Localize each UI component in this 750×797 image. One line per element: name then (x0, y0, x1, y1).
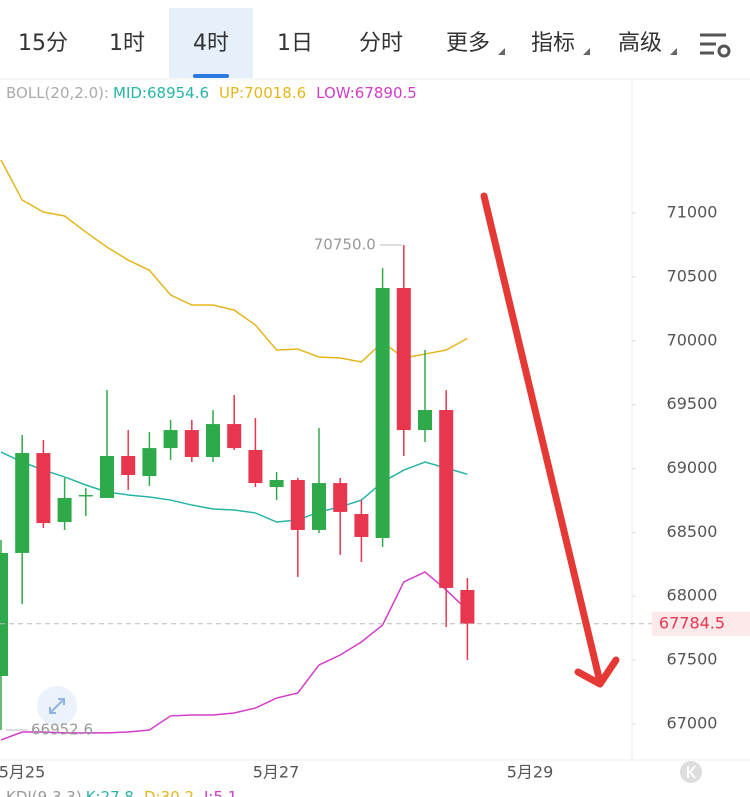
indicator-name: KDJ(9,3,3) (6, 788, 82, 797)
candle-body (121, 455, 136, 476)
high-label: 70750.0 (314, 235, 376, 253)
tab[interactable]: 4时 (193, 31, 229, 56)
scroll-end-icon[interactable] (680, 761, 702, 783)
indicator-value: 68954.6 (147, 84, 209, 102)
indicator-value: 5.1 (213, 788, 237, 797)
candle-body (418, 410, 432, 431)
x-axis-label: 5月27 (253, 763, 300, 782)
candle-body (184, 430, 199, 458)
candle-body (375, 288, 390, 538)
candle-body (78, 494, 93, 497)
y-tick-label: 69000 (667, 458, 718, 477)
boll-line (0, 571, 468, 741)
indicator-label: K: (86, 788, 101, 797)
settings-icon[interactable] (700, 33, 731, 58)
indicator-label: LOW: (316, 84, 355, 102)
tab[interactable]: 1时 (109, 31, 145, 56)
trend-arrow (480, 192, 620, 688)
last-price-label: 67784.5 (659, 613, 725, 632)
candle-body (36, 453, 51, 524)
active-tab-underline (193, 74, 229, 78)
candle-body (57, 498, 72, 523)
candle-body (460, 589, 475, 624)
boll-line (0, 451, 468, 523)
low-label: 66952.6 (31, 721, 93, 739)
last-price-box (652, 611, 750, 636)
candle-body (15, 453, 30, 553)
indicator-label: MID: (113, 84, 147, 102)
candle-body (396, 288, 411, 431)
indicator-label: J: (203, 788, 213, 797)
indicator-legend: KDJ(9,3,3) K:27.8 D:30.2 J:5.1 (6, 788, 237, 797)
candle-chart: 67000 67500 68000 68500 69000 69500 70000 70500… (0, 159, 750, 782)
dropdown-caret (498, 48, 505, 55)
indicator-value: 67890.5 (355, 84, 417, 102)
tab[interactable]: 指标 (531, 31, 575, 56)
boll-line (0, 159, 468, 363)
candle-body (269, 480, 284, 488)
y-tick-label: 67000 (667, 713, 718, 732)
candle-body (227, 424, 242, 449)
tab[interactable]: 15分 (18, 31, 68, 56)
indicator-name: BOLL(20,2.0): (6, 84, 109, 102)
candle-body (0, 552, 8, 676)
dropdown-caret (583, 48, 590, 55)
indicator-value: 27.8 (101, 788, 134, 797)
candle-body (206, 424, 220, 458)
candle-body (312, 483, 326, 530)
tab[interactable]: 分时 (359, 31, 403, 56)
active-tab-bg (169, 8, 253, 78)
y-tick-label: 67500 (667, 650, 718, 669)
indicator-label: D: (144, 788, 161, 797)
candle-body (439, 410, 454, 588)
candle-body (142, 448, 157, 477)
y-tick-label: 71000 (667, 203, 718, 222)
indicator-value: 30.2 (161, 788, 194, 797)
candle-body (248, 449, 263, 484)
candle-body (333, 483, 348, 512)
tab[interactable]: 高级 (618, 31, 662, 56)
y-tick-label: 70000 (667, 330, 718, 349)
x-axis-label: 5月29 (507, 763, 554, 782)
x-axis-label: 5月25 (0, 763, 45, 782)
y-tick-label: 70500 (667, 266, 718, 285)
dropdown-caret (670, 48, 677, 55)
expand-icon[interactable] (37, 686, 77, 726)
candle-body (163, 430, 178, 449)
y-tick-label: 68000 (667, 586, 718, 605)
tab[interactable]: 更多 (446, 31, 490, 56)
tab[interactable]: 1日 (277, 31, 313, 56)
candle-body (354, 513, 369, 537)
candle-body (100, 455, 114, 499)
y-tick-label: 69500 (667, 394, 718, 413)
indicator-value: 70018.6 (244, 84, 306, 102)
candle-body (290, 480, 305, 530)
indicator-legend: BOLL(20,2.0): MID:68954.6 UP:70018.6 LOW:67… (6, 84, 417, 102)
indicator-label: UP: (219, 84, 244, 102)
y-tick-label: 68500 (667, 522, 718, 541)
